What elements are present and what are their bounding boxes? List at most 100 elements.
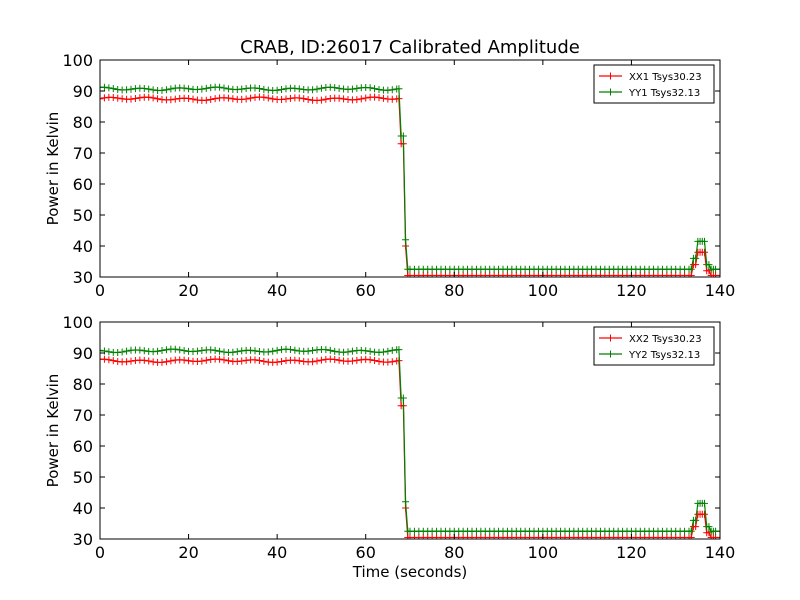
data-point (105, 84, 113, 92)
data-point (238, 347, 246, 355)
data-point (331, 347, 339, 355)
data-point (162, 358, 170, 366)
data-point (701, 248, 708, 256)
data-point (362, 347, 370, 355)
data-point (716, 527, 720, 535)
data-point (388, 86, 396, 94)
data-point (127, 95, 135, 103)
data-point (317, 84, 325, 92)
data-point (335, 356, 343, 364)
data-point (202, 84, 210, 92)
data-point (109, 357, 117, 365)
data-point (384, 347, 392, 355)
data-point (198, 85, 206, 93)
legend-entry-label: XX2 Tsys30.23 (629, 334, 702, 345)
data-point (402, 498, 410, 506)
charts-root: 0 20 40 60 80 100 120 140 30 40 50 60 70 80 90 100 Power… (44, 51, 735, 581)
y-tick-label: 40 (73, 237, 93, 256)
data-point (185, 357, 193, 365)
figure-title: CRAB, ID:26017 Calibrated Amplitude (240, 37, 580, 58)
data-point (701, 510, 708, 518)
data-point (167, 357, 175, 365)
data-point (180, 356, 188, 364)
legend: XX1 Tsys30.23 YY1 Tsys32.13 (593, 64, 715, 104)
data-point (251, 347, 259, 355)
data-point (100, 83, 108, 91)
data-point (260, 93, 268, 101)
data-point (375, 357, 383, 365)
x-tick-label: 20 (178, 543, 198, 562)
data-point (353, 84, 361, 92)
x-tick-label: 40 (267, 281, 287, 300)
legend-swatch-marker (607, 88, 614, 96)
data-point (264, 94, 272, 102)
data-point (331, 84, 339, 92)
data-point (158, 347, 166, 355)
data-point (701, 499, 708, 507)
data-point (220, 356, 228, 364)
y-tick-label: 30 (73, 530, 93, 549)
data-point (705, 523, 713, 531)
y-tick-label: 60 (73, 437, 93, 456)
x-tick-label: 20 (178, 281, 198, 300)
y-tick-label: 100 (62, 51, 93, 70)
data-point (313, 357, 321, 365)
data-point (100, 95, 104, 103)
data-point (171, 345, 179, 353)
data-point (109, 85, 117, 93)
data-point (224, 357, 232, 365)
data-point (162, 346, 170, 354)
data-point (716, 533, 720, 539)
data-point (123, 358, 131, 366)
data-point (366, 84, 374, 92)
data-point (399, 394, 407, 402)
data-point (260, 357, 268, 365)
legend: XX2 Tsys30.23 YY2 Tsys32.13 (593, 326, 715, 366)
data-point (687, 533, 695, 539)
data-point (149, 358, 157, 366)
series-1 (100, 93, 720, 277)
data-point (375, 86, 383, 94)
data-point (136, 94, 144, 102)
data-point (362, 94, 370, 102)
data-point (326, 346, 334, 354)
data-point (114, 94, 122, 102)
data-point (167, 96, 175, 104)
data-point (309, 86, 317, 94)
data-point (300, 95, 308, 103)
data-point (322, 95, 330, 103)
data-point (692, 523, 700, 531)
data-point (286, 346, 294, 354)
data-point (273, 86, 281, 94)
plot-frame (99, 59, 721, 278)
data-point (238, 85, 246, 93)
data-point (202, 96, 210, 104)
x-tick-label: 60 (356, 281, 376, 300)
data-point (309, 358, 317, 366)
data-point (402, 236, 410, 244)
x-tick-label: 100 (528, 281, 559, 300)
x-tick-label: 0 (95, 543, 105, 562)
data-point (366, 347, 374, 355)
data-point (317, 356, 325, 364)
data-point (348, 85, 356, 93)
data-point (229, 95, 237, 103)
y-tick-label: 40 (73, 499, 93, 518)
data-point (255, 356, 263, 364)
data-point (388, 358, 396, 366)
data-point (118, 348, 126, 356)
data-point (692, 516, 700, 524)
data-point (216, 355, 224, 363)
data-point (123, 86, 131, 94)
data-point (273, 346, 281, 354)
data-point (295, 357, 303, 365)
x-tick-label: 120 (616, 543, 647, 562)
legend-entry-label: XX1 Tsys30.23 (629, 72, 702, 83)
y-tick-label: 50 (73, 206, 93, 225)
data-point (251, 84, 259, 92)
y-tick-label: 30 (73, 268, 93, 287)
data-point (295, 85, 303, 93)
series-2 (100, 83, 720, 273)
data-point (282, 95, 290, 103)
